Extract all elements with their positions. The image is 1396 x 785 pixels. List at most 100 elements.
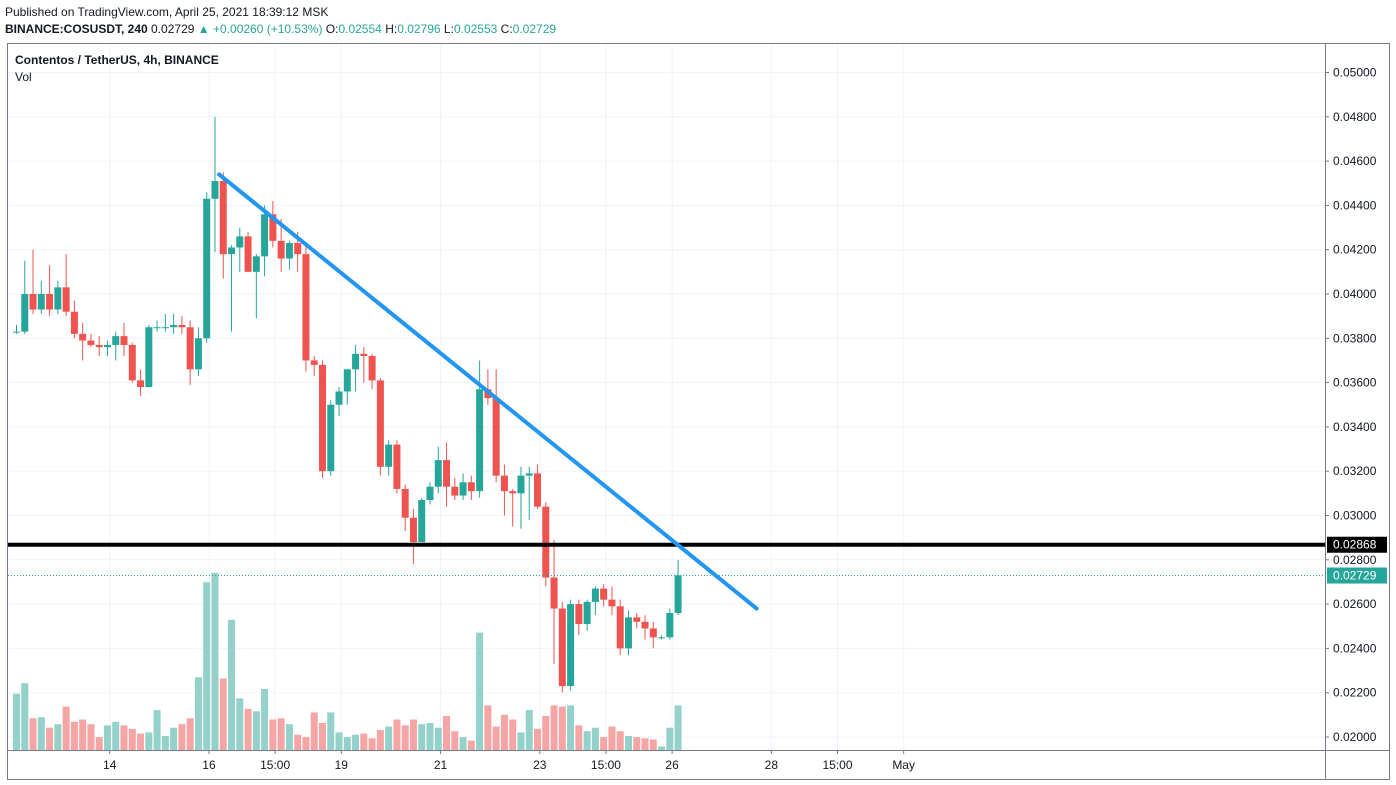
- candle-body: [62, 287, 70, 312]
- time-tick-label: 19: [335, 758, 349, 772]
- candle-body: [426, 486, 434, 500]
- candle-body: [79, 333, 87, 341]
- high-value: 0.02796: [397, 22, 441, 36]
- candle-body: [600, 588, 608, 600]
- price-tick-label: 0.04400: [1333, 198, 1377, 212]
- volume-bar: [46, 727, 54, 750]
- volume-bar: [103, 725, 111, 750]
- price-tick-label: 0.04600: [1333, 154, 1377, 168]
- volume-bar: [161, 735, 169, 750]
- time-axis: 14 16 15:00 19 21 23 15:00 26 28 15:00 May: [103, 750, 915, 772]
- price-tick-label: 0.02000: [1333, 730, 1377, 744]
- volume-bar: [211, 572, 219, 750]
- candle-body: [434, 460, 442, 487]
- volume-bar: [500, 714, 508, 750]
- price-tick-label: 0.02600: [1333, 597, 1377, 611]
- time-tick-label: 23: [533, 758, 547, 772]
- candle-body: [178, 325, 186, 328]
- candle-body: [674, 575, 682, 613]
- volume-bar: [112, 721, 120, 750]
- volume-bar: [575, 725, 583, 750]
- volume-bar: [385, 726, 393, 750]
- volume-bar: [29, 718, 37, 750]
- low-value: 0.02553: [453, 22, 498, 36]
- candle-body: [624, 617, 632, 649]
- candle-body: [318, 364, 326, 472]
- change-value: +0.00260 (+10.53%): [213, 22, 323, 36]
- candle-body: [13, 331, 20, 333]
- volume-bar: [302, 737, 310, 750]
- symbol-label: BINANCE:COSUSDT, 240: [5, 22, 148, 36]
- candle-body: [211, 181, 219, 199]
- candle-body: [492, 398, 500, 476]
- time-tick-label: 21: [434, 758, 448, 772]
- volume-bar: [542, 715, 550, 750]
- candle-body: [649, 628, 657, 638]
- candle-body: [137, 380, 145, 388]
- volume-bar: [327, 712, 335, 750]
- candle-body: [376, 380, 384, 467]
- candle-body: [70, 311, 78, 334]
- time-tick-label: 15:00: [822, 758, 852, 772]
- candle-body: [294, 243, 302, 255]
- volume-bar: [434, 727, 442, 750]
- volume-bar: [352, 734, 360, 750]
- candle-body: [310, 360, 318, 365]
- candle-body: [21, 294, 29, 332]
- volume-bar: [54, 724, 62, 750]
- high-label: H:: [385, 22, 398, 36]
- candle-body: [161, 327, 169, 329]
- volume-bar: [13, 693, 20, 750]
- candle-body: [658, 637, 666, 639]
- volume-bar: [476, 632, 484, 750]
- candle-body: [335, 391, 343, 405]
- candle-body: [352, 353, 360, 370]
- candle-body: [46, 294, 54, 310]
- candle-body: [509, 491, 517, 494]
- price-tick-label: 0.04200: [1333, 243, 1377, 257]
- volume-bar: [219, 678, 227, 750]
- volume-bar: [393, 719, 401, 750]
- candle-body: [583, 601, 591, 625]
- candle-body: [575, 604, 583, 625]
- chart-frame[interactable]: [7, 43, 1390, 780]
- volume-bar: [128, 728, 136, 750]
- candle-body: [443, 460, 451, 487]
- volume-legend: Vol: [15, 70, 32, 84]
- volume-bar: [62, 706, 70, 750]
- candle-body: [327, 404, 335, 472]
- candle-body: [103, 344, 111, 348]
- price-tick-label: 0.02200: [1333, 686, 1377, 700]
- volume-bar: [492, 726, 500, 750]
- candle-body: [534, 473, 542, 507]
- time-tick-label: May: [892, 758, 915, 772]
- volume-bar: [376, 730, 384, 750]
- price-tick-label: 0.03000: [1333, 509, 1377, 523]
- candle-body: [145, 327, 153, 388]
- candle-body: [616, 606, 624, 649]
- volume-bar: [70, 721, 78, 750]
- chart-legend-title: Contentos / TetherUS, 4h, BINANCE: [15, 53, 219, 67]
- candle-body: [608, 599, 616, 607]
- candle-body: [476, 389, 484, 492]
- volume-bar: [335, 732, 343, 750]
- up-arrow-icon: ▲: [197, 22, 210, 36]
- candle-body: [451, 486, 459, 496]
- volume-bar: [409, 719, 417, 750]
- candle-body: [95, 344, 103, 348]
- volume-bar: [285, 724, 293, 750]
- volume-bar: [558, 706, 566, 750]
- volume-bar: [674, 705, 682, 750]
- candle-body: [525, 473, 533, 476]
- volume-bar: [368, 738, 376, 750]
- volume-bar: [244, 708, 252, 750]
- candle-body: [666, 612, 674, 638]
- price-tick-label: 0.02400: [1333, 641, 1377, 655]
- candle-body: [542, 506, 550, 578]
- volume-bar: [649, 739, 657, 750]
- candle-body: [360, 353, 368, 357]
- volume-bar: [550, 705, 558, 750]
- volume-bar: [525, 710, 533, 750]
- volume-bar: [484, 705, 492, 750]
